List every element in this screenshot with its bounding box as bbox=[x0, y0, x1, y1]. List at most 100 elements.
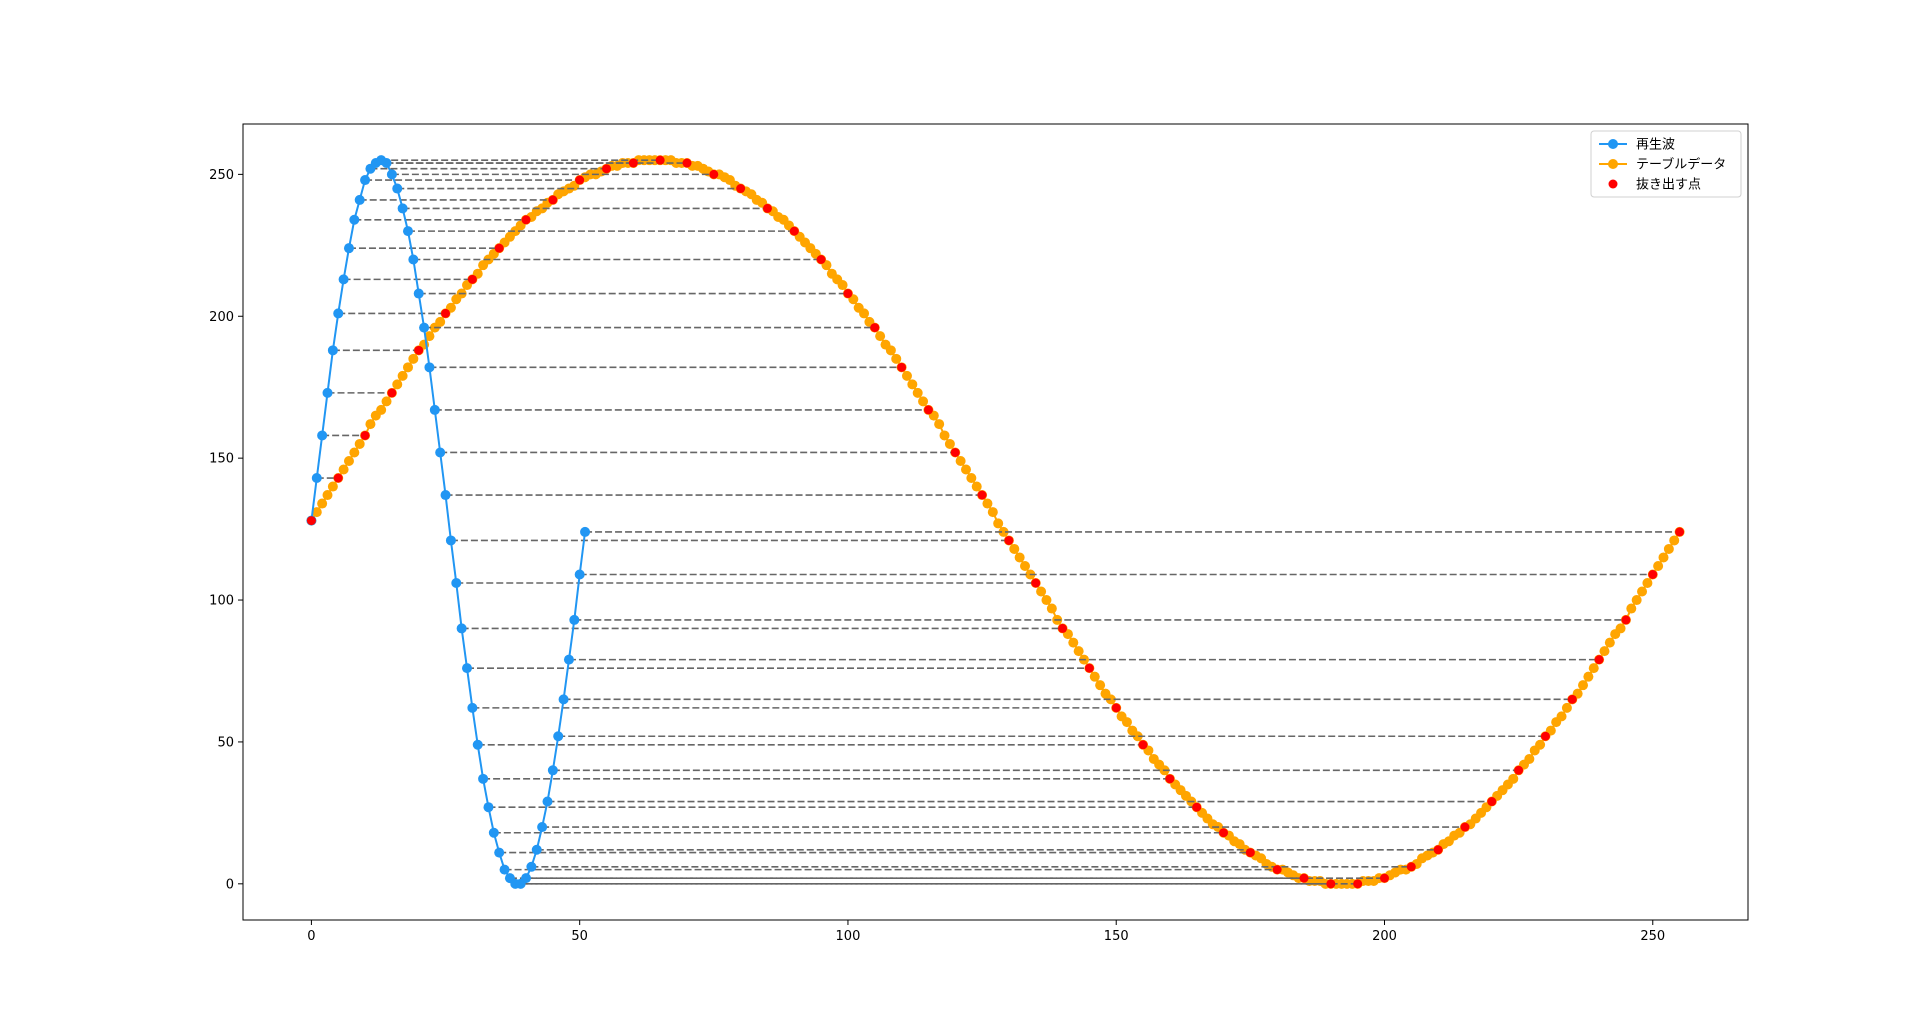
data-point bbox=[1219, 828, 1229, 838]
data-point bbox=[317, 430, 328, 441]
data-point bbox=[521, 215, 531, 225]
y-tick-label: 100 bbox=[209, 594, 234, 609]
data-point bbox=[1165, 774, 1175, 784]
data-point bbox=[392, 183, 403, 194]
data-point bbox=[387, 388, 397, 398]
data-point bbox=[311, 507, 322, 518]
data-point bbox=[542, 796, 553, 807]
data-point bbox=[1540, 731, 1550, 741]
data-point bbox=[419, 322, 430, 333]
data-point bbox=[950, 447, 960, 457]
data-point bbox=[338, 274, 349, 285]
data-point bbox=[1487, 797, 1497, 807]
y-tick-label: 200 bbox=[209, 310, 234, 325]
data-point bbox=[1379, 873, 1389, 883]
axes-frame bbox=[242, 123, 1749, 921]
data-point bbox=[456, 623, 467, 634]
data-point bbox=[478, 773, 489, 784]
data-point bbox=[1406, 862, 1416, 872]
data-point bbox=[413, 288, 424, 299]
data-point bbox=[343, 455, 354, 466]
data-point bbox=[440, 490, 451, 501]
data-point bbox=[1009, 543, 1020, 554]
data-point bbox=[682, 158, 692, 168]
data-point bbox=[429, 404, 440, 415]
x-tick-label: 0 bbox=[307, 929, 315, 944]
data-point bbox=[327, 481, 338, 492]
data-point bbox=[402, 226, 413, 237]
data-point bbox=[397, 203, 408, 214]
data-point bbox=[445, 535, 456, 546]
data-point bbox=[1433, 845, 1443, 855]
data-point bbox=[1299, 873, 1309, 883]
data-point bbox=[602, 164, 612, 174]
data-point bbox=[1669, 535, 1680, 546]
series-line bbox=[310, 159, 587, 885]
data-point bbox=[1004, 535, 1014, 545]
data-point bbox=[574, 569, 585, 580]
data-point bbox=[1036, 586, 1047, 597]
data-point bbox=[381, 396, 392, 407]
data-point bbox=[333, 473, 343, 483]
data-point bbox=[327, 345, 338, 356]
data-point bbox=[1648, 569, 1658, 579]
data-point bbox=[1326, 879, 1336, 889]
data-point bbox=[1245, 848, 1255, 858]
data-point bbox=[1121, 717, 1132, 728]
data-point bbox=[1132, 731, 1143, 742]
data-point bbox=[1020, 560, 1031, 571]
data-point bbox=[569, 614, 580, 625]
y-tick-label: 50 bbox=[217, 735, 234, 750]
data-point bbox=[875, 331, 886, 342]
y-tick-label: 150 bbox=[209, 452, 234, 467]
data-point bbox=[435, 447, 446, 458]
data-point bbox=[966, 473, 977, 484]
data-point bbox=[1524, 753, 1535, 764]
data-point bbox=[483, 802, 494, 813]
data-point bbox=[1014, 552, 1025, 563]
data-point bbox=[322, 490, 333, 501]
data-point bbox=[628, 158, 638, 168]
data-point bbox=[392, 379, 403, 390]
data-point bbox=[472, 739, 483, 750]
data-point bbox=[322, 387, 333, 398]
data-point bbox=[901, 370, 912, 381]
data-point bbox=[376, 404, 387, 415]
data-point bbox=[1604, 637, 1615, 648]
data-point bbox=[1073, 646, 1084, 657]
data-point bbox=[1084, 663, 1094, 673]
data-point bbox=[998, 526, 1009, 537]
data-point bbox=[1272, 865, 1282, 875]
data-point bbox=[441, 308, 451, 318]
data-point bbox=[354, 194, 365, 205]
legend-label: テーブルデータ bbox=[1636, 157, 1726, 173]
data-point bbox=[1675, 527, 1685, 537]
data-point bbox=[424, 331, 435, 342]
data-point bbox=[1353, 879, 1363, 889]
data-point bbox=[1514, 765, 1524, 775]
data-point bbox=[977, 490, 987, 500]
data-point bbox=[971, 481, 982, 492]
data-point bbox=[1105, 694, 1116, 705]
data-point bbox=[816, 255, 826, 265]
data-point bbox=[837, 280, 848, 291]
data-point bbox=[891, 353, 902, 364]
data-point bbox=[923, 405, 933, 415]
data-point bbox=[907, 379, 918, 390]
data-point bbox=[1599, 646, 1610, 657]
data-point bbox=[1631, 595, 1642, 606]
data-point bbox=[1642, 578, 1653, 589]
data-point bbox=[1095, 680, 1106, 691]
data-point bbox=[1556, 711, 1567, 722]
data-point bbox=[1637, 586, 1648, 597]
data-point bbox=[1621, 615, 1631, 625]
legend-marker bbox=[1608, 139, 1618, 149]
data-point bbox=[558, 694, 569, 705]
data-point bbox=[381, 158, 392, 169]
x-tick-label: 150 bbox=[1104, 929, 1129, 944]
data-point bbox=[1058, 623, 1068, 633]
data-point bbox=[897, 362, 907, 372]
data-point bbox=[349, 447, 360, 458]
legend-label: 抜き出す点 bbox=[1636, 177, 1701, 193]
